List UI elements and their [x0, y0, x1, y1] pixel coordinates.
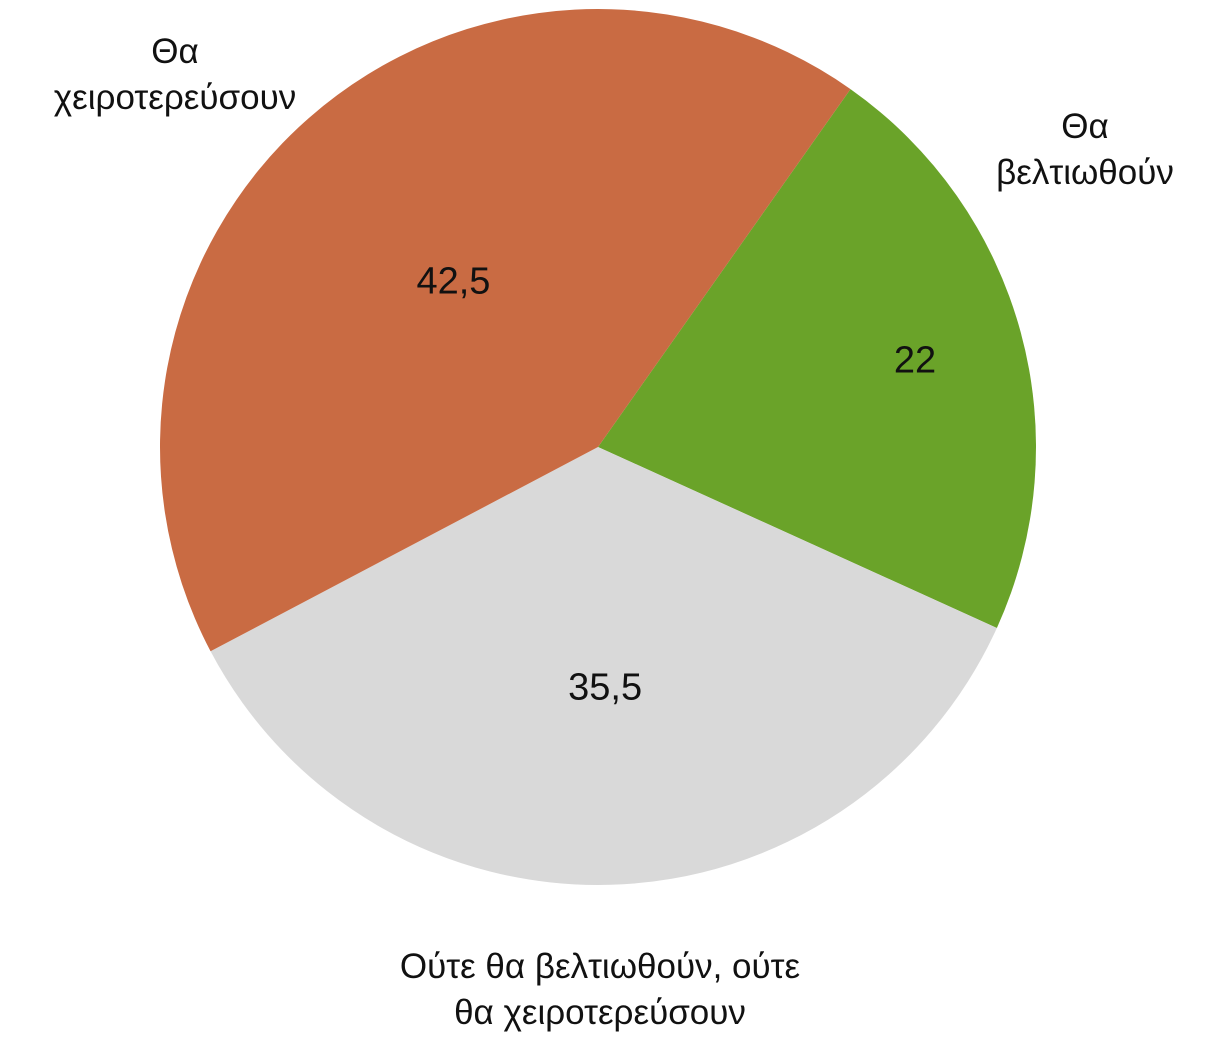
value-label: 22 [893, 339, 937, 382]
pie-slice [159, 8, 851, 652]
category-label: Θα χειροτερεύσουν [53, 32, 297, 117]
value-label: 42,5 [416, 260, 491, 303]
category-label: Ούτε θα βελτιωθούν, ούτε θα χειροτερεύσο… [399, 947, 801, 1032]
pie-slice [210, 447, 997, 886]
value-label: 35,5 [568, 666, 643, 709]
pie-slice [598, 89, 1036, 628]
category-label: Θα βελτιωθούν [996, 107, 1174, 192]
